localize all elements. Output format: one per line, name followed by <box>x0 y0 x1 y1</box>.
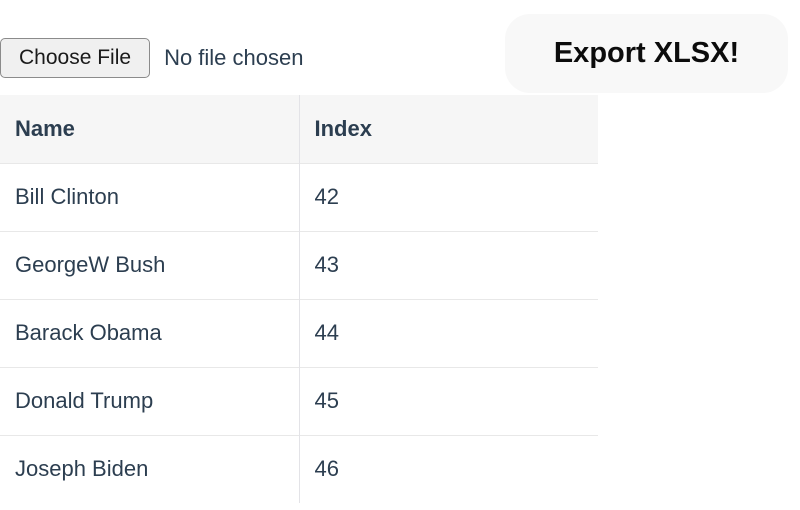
export-xlsx-button[interactable]: Export XLSX! <box>505 14 788 93</box>
table-row: Barack Obama 44 <box>0 298 598 367</box>
cell-index: 42 <box>299 162 598 231</box>
table-row: Bill Clinton 42 <box>0 162 598 231</box>
cell-index: 45 <box>299 366 598 435</box>
cell-name: Bill Clinton <box>0 162 300 231</box>
presidents-table: Name Index Bill Clinton 42 GeorgeW Bush … <box>0 95 598 503</box>
column-header-name: Name <box>0 95 300 163</box>
file-input[interactable]: Choose File No file chosen <box>0 38 303 78</box>
cell-name: Joseph Biden <box>0 434 300 503</box>
cell-index: 43 <box>299 230 598 299</box>
choose-file-button[interactable]: Choose File <box>0 38 151 78</box>
column-header-index: Index <box>299 95 598 163</box>
table-row: Joseph Biden 46 <box>0 434 598 503</box>
table-row: GeorgeW Bush 43 <box>0 230 598 299</box>
table-row: Donald Trump 45 <box>0 366 598 435</box>
cell-name: Barack Obama <box>0 298 300 367</box>
cell-name: GeorgeW Bush <box>0 230 300 299</box>
file-status-text: No file chosen <box>164 45 304 70</box>
table-header-row: Name Index <box>0 95 598 163</box>
cell-index: 46 <box>299 434 598 503</box>
cell-name: Donald Trump <box>0 366 300 435</box>
cell-index: 44 <box>299 298 598 367</box>
